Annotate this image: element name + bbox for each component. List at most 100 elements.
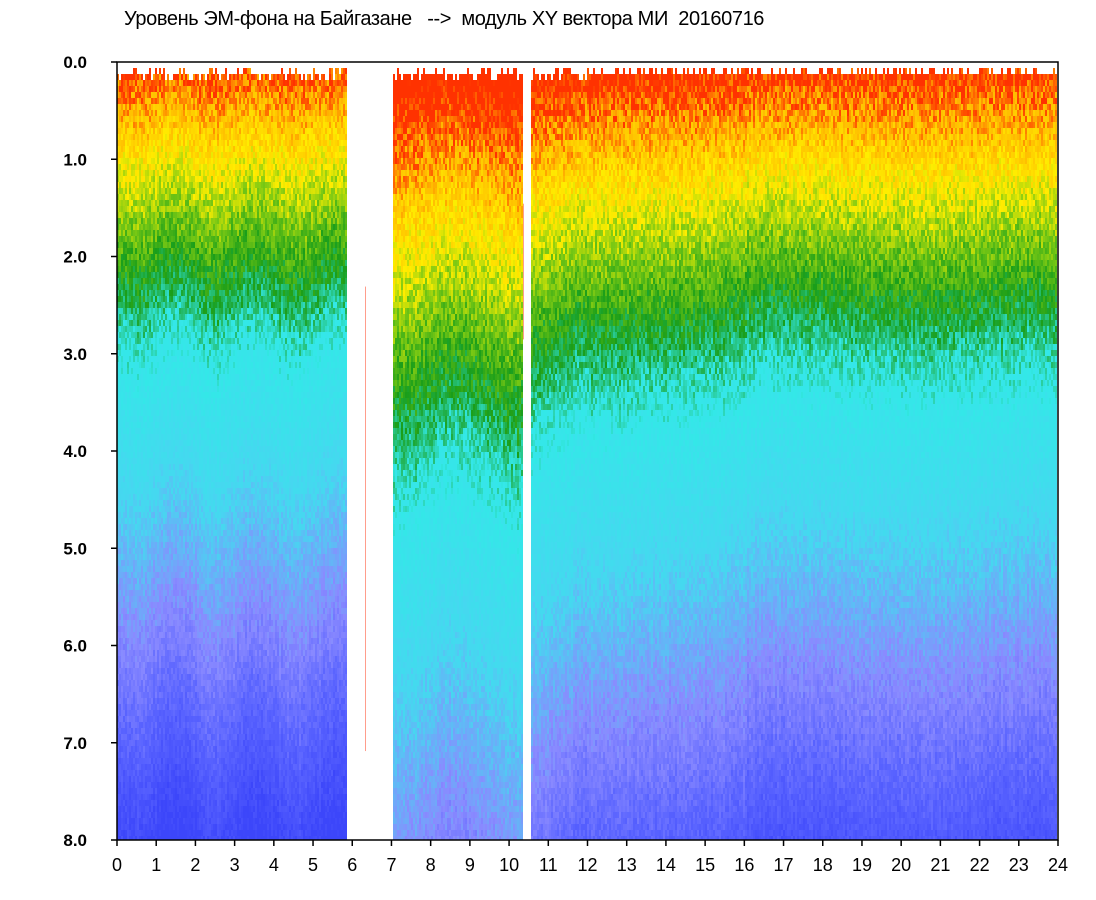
heatmap-cell (137, 182, 139, 188)
heatmap-cell (149, 806, 151, 812)
heatmap-cell (135, 122, 137, 128)
heatmap-cell (135, 830, 137, 836)
heatmap-cell (141, 674, 143, 680)
heatmap-cell (119, 140, 121, 146)
heatmap-cell (143, 644, 145, 650)
heatmap-cell (165, 152, 167, 158)
heatmap-cell (151, 278, 153, 284)
heatmap-cell (159, 428, 161, 434)
heatmap-cell (141, 452, 143, 458)
heatmap-cell (147, 224, 149, 230)
heatmap-cell (119, 554, 121, 560)
heatmap-cell (151, 602, 153, 608)
heatmap-cell (163, 194, 165, 200)
heatmap-cell (147, 452, 149, 458)
heatmap-cell (163, 176, 165, 182)
heatmap-cell (123, 632, 125, 638)
heatmap-cell (133, 242, 135, 248)
heatmap-cell (137, 464, 139, 470)
heatmap-cell (143, 692, 145, 698)
heatmap-cell (141, 164, 143, 170)
heatmap-cell (151, 398, 153, 404)
heatmap-cell (153, 674, 155, 680)
heatmap-cell (157, 86, 159, 92)
heatmap-cell (123, 488, 125, 494)
heatmap-cell (123, 182, 125, 188)
heatmap-cell (121, 422, 123, 428)
heatmap-cell (151, 542, 153, 548)
heatmap-cell (155, 152, 157, 158)
heatmap-cell (129, 734, 131, 740)
heatmap-cell (133, 524, 135, 530)
heatmap-cell (139, 332, 141, 338)
heatmap-cell (149, 554, 151, 560)
heatmap-cell (125, 170, 127, 176)
heatmap-cell (157, 746, 159, 752)
heatmap-cell (129, 446, 131, 452)
heatmap-cell (139, 404, 141, 410)
heatmap-cell (145, 74, 147, 80)
heatmap-cell (121, 74, 123, 80)
heatmap-cell (129, 422, 131, 428)
heatmap-cell (161, 620, 163, 626)
heatmap-cell (159, 296, 161, 302)
heatmap-cell (135, 680, 137, 686)
heatmap-cell (149, 206, 151, 212)
heatmap-cell (119, 824, 121, 830)
heatmap-cell (133, 320, 135, 326)
heatmap-cell (143, 344, 145, 350)
heatmap-cell (135, 116, 137, 122)
heatmap-cell (145, 344, 147, 350)
heatmap-cell (133, 248, 135, 254)
heatmap-cell (135, 134, 137, 140)
heatmap-cell (161, 686, 163, 692)
heatmap-cell (135, 758, 137, 764)
heatmap-cell (149, 80, 151, 86)
heatmap-cell (155, 566, 157, 572)
heatmap-cell (161, 590, 163, 596)
heatmap-cell (153, 554, 155, 560)
heatmap-cell (147, 770, 149, 776)
heatmap-cell (133, 698, 135, 704)
heatmap-cell (151, 92, 153, 98)
heatmap-cell (163, 464, 165, 470)
heatmap-cell (157, 434, 159, 440)
heatmap-cell (127, 554, 129, 560)
heatmap-cell (155, 248, 157, 254)
heatmap-cell (147, 542, 149, 548)
heatmap-cell (153, 488, 155, 494)
heatmap-cell (145, 506, 147, 512)
heatmap-cell (151, 446, 153, 452)
heatmap-cell (137, 254, 139, 260)
heatmap-cell (141, 476, 143, 482)
heatmap-cell (135, 350, 137, 356)
heatmap-cell (127, 398, 129, 404)
heatmap-cell (121, 392, 123, 398)
heatmap-cell (135, 356, 137, 362)
heatmap-cell (149, 194, 151, 200)
heatmap-cell (145, 644, 147, 650)
heatmap-cell (161, 440, 163, 446)
heatmap-cell (133, 374, 135, 380)
heatmap-cell (149, 536, 151, 542)
heatmap-cell (163, 206, 165, 212)
heatmap-cell (153, 212, 155, 218)
heatmap-cell (151, 722, 153, 728)
heatmap-cell (141, 470, 143, 476)
heatmap-cell (143, 464, 145, 470)
heatmap-cell (129, 530, 131, 536)
heatmap-cell (119, 716, 121, 722)
heatmap-cell (123, 596, 125, 602)
heatmap-cell (125, 620, 127, 626)
heatmap-cell (139, 278, 141, 284)
heatmap-cell (143, 512, 145, 518)
heatmap-cell (137, 722, 139, 728)
heatmap-cell (123, 728, 125, 734)
heatmap-cell (147, 554, 149, 560)
heatmap-cell (127, 446, 129, 452)
heatmap-cell (151, 104, 153, 110)
heatmap-cell (155, 140, 157, 146)
heatmap-cell (141, 542, 143, 548)
heatmap-cell (127, 326, 129, 332)
heatmap-cell (131, 578, 133, 584)
